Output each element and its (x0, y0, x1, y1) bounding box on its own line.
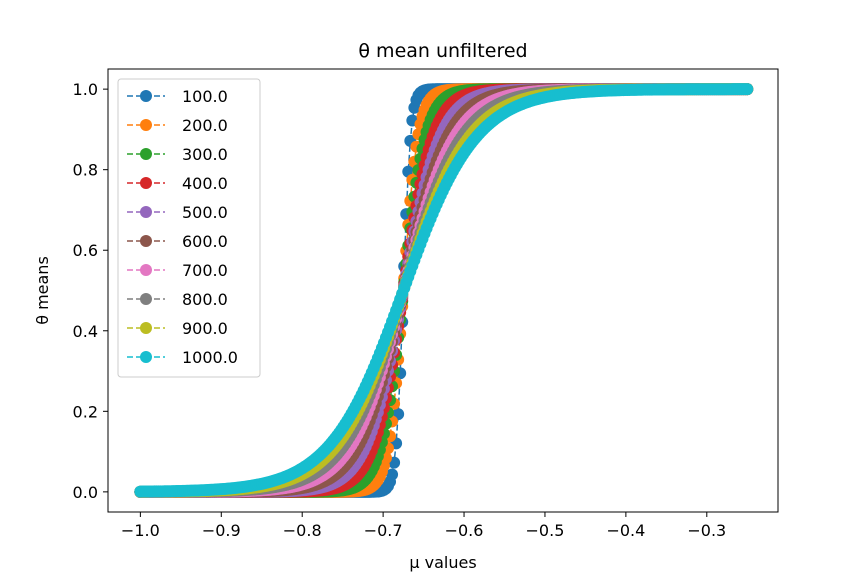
legend-label: 800.0 (182, 290, 228, 309)
x-tick-label: −0.8 (283, 521, 322, 540)
legend-label: 900.0 (182, 319, 228, 338)
legend-item: 1000.0 (127, 348, 238, 367)
y-axis-label: θ means (33, 256, 52, 325)
legend-item: 900.0 (127, 319, 228, 338)
legend-item: 400.0 (127, 174, 228, 193)
y-tick-label: 0.4 (73, 322, 98, 341)
series-layer (134, 83, 754, 498)
x-axis-label: μ values (409, 553, 476, 572)
legend-item: 200.0 (127, 116, 228, 135)
legend-label: 600.0 (182, 232, 228, 251)
legend-swatch-marker (140, 322, 152, 334)
x-tick-label: −0.3 (687, 521, 726, 540)
y-tick-label: 0.2 (73, 402, 98, 421)
chart-title: θ mean unfiltered (358, 40, 527, 62)
legend-item: 500.0 (127, 203, 228, 222)
legend-swatch-marker (140, 148, 152, 160)
plot-frame (107, 68, 779, 513)
x-tick-label: −0.6 (445, 521, 484, 540)
y-tick-label: 0.0 (73, 483, 98, 502)
legend-swatch-marker (140, 177, 152, 189)
legend-label: 300.0 (182, 145, 228, 164)
legend-item: 100.0 (127, 87, 228, 106)
legend-item: 600.0 (127, 232, 228, 251)
legend-swatch-marker (140, 235, 152, 247)
legend-swatch-marker (140, 351, 152, 363)
series-1000.0 (134, 83, 754, 498)
legend-item: 700.0 (127, 261, 228, 280)
legend-swatch-marker (140, 264, 152, 276)
legend-box (117, 78, 261, 378)
legend-label: 100.0 (182, 87, 228, 106)
legend-item: 800.0 (127, 290, 228, 309)
legend-label: 400.0 (182, 174, 228, 193)
legend-label: 700.0 (182, 261, 228, 280)
x-tick-label: −0.9 (202, 521, 241, 540)
y-axis: 0.0 0.2 0.4 0.6 0.8 1.0 (73, 80, 108, 502)
x-tick-label: −0.7 (364, 521, 403, 540)
x-axis: −1.0 −0.9 −0.8 −0.7 −0.6 −0.5 −0.4 −0.3 (121, 512, 726, 540)
data-point (386, 468, 399, 481)
legend-swatch-marker (140, 293, 152, 305)
legend-swatch-marker (140, 119, 152, 131)
x-tick-label: −0.5 (526, 521, 565, 540)
legend-label: 500.0 (182, 203, 228, 222)
legend: 100.0 200.0 300.0 400.0 500.0 600.0 700.0 800.0… (117, 78, 261, 378)
legend-swatch-marker (140, 90, 152, 102)
y-tick-label: 1.0 (73, 80, 98, 99)
legend-label: 200.0 (182, 116, 228, 135)
x-tick-label: −0.4 (606, 521, 645, 540)
legend-label: 1000.0 (182, 348, 238, 367)
legend-swatch-marker (140, 206, 152, 218)
y-tick-label: 0.6 (73, 241, 98, 260)
x-tick-label: −1.0 (121, 521, 160, 540)
data-point (741, 83, 754, 96)
legend-item: 300.0 (127, 145, 228, 164)
y-tick-label: 0.8 (73, 161, 98, 180)
